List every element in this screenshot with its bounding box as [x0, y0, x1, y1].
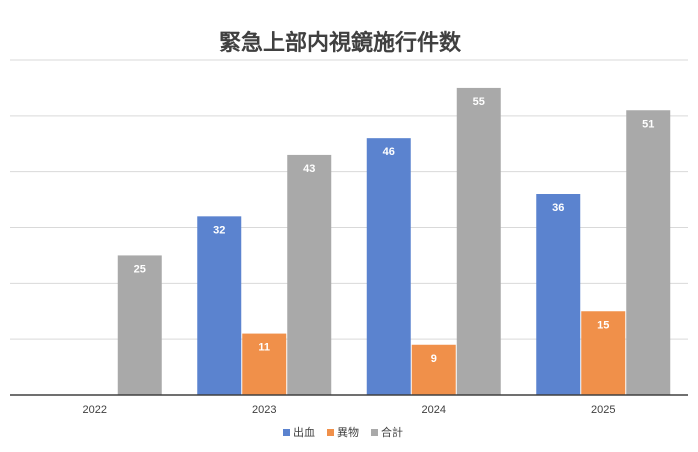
bar-合計-2025: [626, 110, 671, 395]
legend-entry: 合計: [381, 425, 403, 439]
legend-swatch: [283, 429, 290, 436]
chart-title: 緊急上部内視鏡施行件数: [219, 30, 462, 56]
data-label: 9: [431, 353, 437, 365]
data-label: 55: [473, 96, 485, 108]
data-labels: 25 32 11 43 46 9 55 36 15 51: [134, 96, 655, 365]
x-tick-label: 2024: [422, 404, 446, 416]
bar-異物-2023: [242, 333, 287, 395]
bar-異物-2025: [581, 311, 626, 395]
bar-出血-2024: [366, 138, 411, 395]
data-label: 46: [383, 146, 395, 158]
data-label: 43: [303, 163, 315, 175]
data-label: 51: [642, 118, 654, 130]
bar-出血-2023: [197, 216, 242, 395]
bar-出血-2025: [536, 194, 581, 395]
legend-swatch: [371, 429, 378, 436]
data-label: 32: [213, 224, 225, 236]
legend-entry: 異物: [337, 425, 359, 439]
gridlines: [10, 59, 688, 340]
bars: [117, 87, 671, 396]
legend-swatch: [327, 429, 334, 436]
legend: 出血 異物 合計: [283, 425, 403, 439]
data-label: 25: [134, 263, 146, 275]
data-label: 36: [552, 202, 564, 214]
legend-entry: 出血: [293, 425, 315, 439]
x-tick-label: 2023: [252, 404, 276, 416]
bar-合計-2024: [456, 87, 501, 396]
data-label: 15: [597, 319, 609, 331]
bar-異物-2024: [411, 344, 456, 395]
x-tick-labels: 2022 2023 2024 2025: [83, 404, 616, 416]
x-tick-label: 2022: [83, 404, 107, 416]
x-tick-label: 2025: [591, 404, 615, 416]
bar-合計-2023: [287, 154, 332, 395]
data-label: 11: [258, 342, 270, 354]
bar-合計-2022: [117, 255, 162, 395]
